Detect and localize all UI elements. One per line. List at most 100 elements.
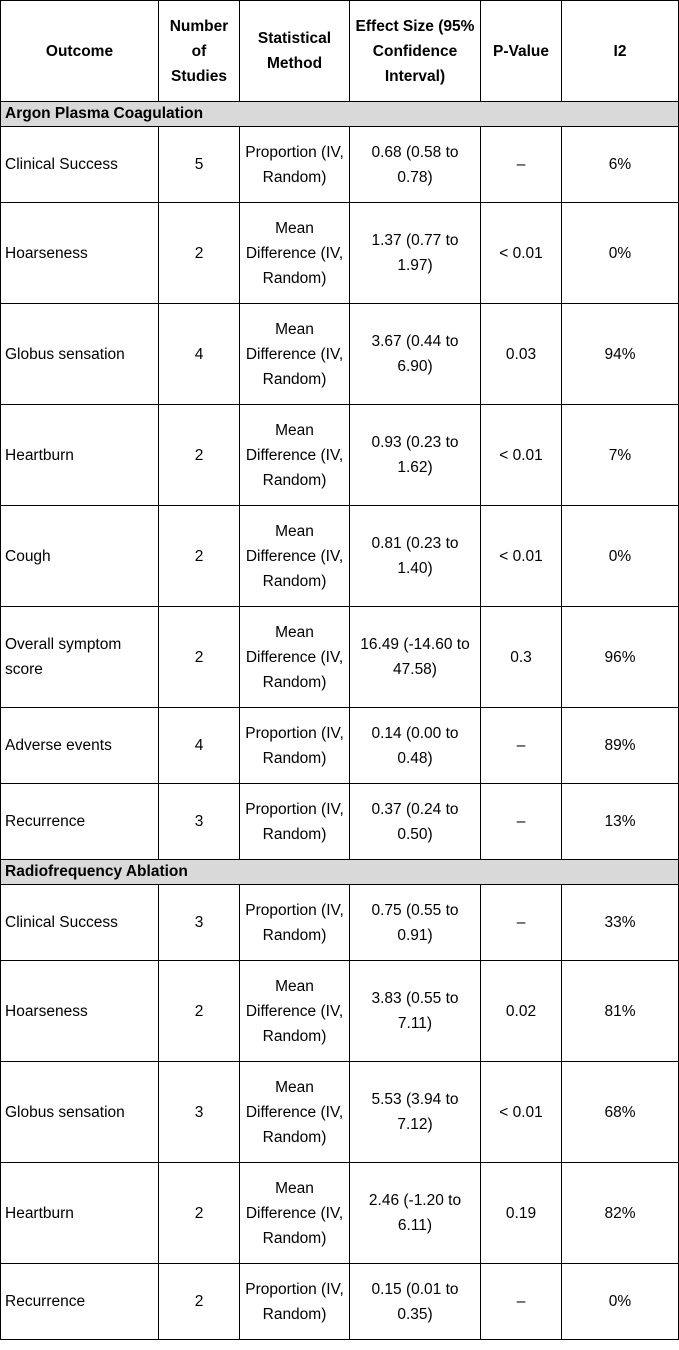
outcome-cell: Adverse events <box>0 707 159 784</box>
studies-cell: 2 <box>158 1162 240 1264</box>
studies-cell: 3 <box>158 1061 240 1163</box>
outcome-cell: Heartburn <box>0 1162 159 1264</box>
outcome-cell: Globus sensation <box>0 1061 159 1163</box>
effect-size-cell: 16.49 (-14.60 to 47.58) <box>349 606 481 708</box>
header-statistical-method: Statistical Method <box>239 0 350 102</box>
studies-cell: 3 <box>158 884 240 961</box>
table-row: Adverse events 4 Proportion (IV, Random) 0.… <box>0 707 679 784</box>
table-row: Clinical Success 5 Proportion (IV, Random)… <box>0 126 679 203</box>
p-value-cell: – <box>480 707 562 784</box>
effect-size-cell: 2.46 (-1.20 to 6.11) <box>349 1162 481 1264</box>
method-cell: Mean Difference (IV, Random) <box>239 1162 350 1264</box>
i2-cell: 82% <box>561 1162 679 1264</box>
header-row: Outcome Number of Studies Statistical Me… <box>0 0 679 102</box>
outcome-cell: Hoarseness <box>0 960 159 1062</box>
p-value-cell: < 0.01 <box>480 505 562 607</box>
i2-cell: 33% <box>561 884 679 961</box>
i2-cell: 89% <box>561 707 679 784</box>
studies-cell: 2 <box>158 404 240 506</box>
effect-size-cell: 0.81 (0.23 to 1.40) <box>349 505 481 607</box>
i2-cell: 0% <box>561 1263 679 1340</box>
outcome-cell: Globus sensation <box>0 303 159 405</box>
i2-cell: 6% <box>561 126 679 203</box>
table-row: Heartburn 2 Mean Difference (IV, Random) 2.… <box>0 1162 679 1264</box>
outcome-cell: Recurrence <box>0 1263 159 1340</box>
i2-cell: 94% <box>561 303 679 405</box>
effect-size-cell: 3.67 (0.44 to 6.90) <box>349 303 481 405</box>
header-i2: I2 <box>561 0 679 102</box>
method-cell: Proportion (IV, Random) <box>239 783 350 860</box>
method-cell: Mean Difference (IV, Random) <box>239 606 350 708</box>
studies-cell: 2 <box>158 606 240 708</box>
i2-cell: 0% <box>561 505 679 607</box>
effect-size-cell: 0.37 (0.24 to 0.50) <box>349 783 481 860</box>
table-row: Recurrence 2 Proportion (IV, Random) 0.15 (… <box>0 1263 679 1340</box>
outcome-cell: Clinical Success <box>0 126 159 203</box>
method-cell: Mean Difference (IV, Random) <box>239 960 350 1062</box>
studies-cell: 5 <box>158 126 240 203</box>
effect-size-cell: 0.15 (0.01 to 0.35) <box>349 1263 481 1340</box>
header-p-value: P-Value <box>480 0 562 102</box>
i2-cell: 68% <box>561 1061 679 1163</box>
header-number-of-studies: Number of Studies <box>158 0 240 102</box>
method-cell: Mean Difference (IV, Random) <box>239 1061 350 1163</box>
p-value-cell: < 0.01 <box>480 1061 562 1163</box>
table-row: Overall symptom score 2 Mean Difference (I… <box>0 606 679 708</box>
studies-cell: 2 <box>158 505 240 607</box>
effect-size-cell: 5.53 (3.94 to 7.12) <box>349 1061 481 1163</box>
effect-size-cell: 1.37 (0.77 to 1.97) <box>349 202 481 304</box>
p-value-cell: – <box>480 884 562 961</box>
section-title: Radiofrequency Ablation <box>0 859 679 885</box>
table-row: Globus sensation 3 Mean Difference (IV, Ra… <box>0 1061 679 1163</box>
effect-size-cell: 0.93 (0.23 to 1.62) <box>349 404 481 506</box>
table-row: Hoarseness 2 Mean Difference (IV, Random) 3… <box>0 960 679 1062</box>
studies-cell: 2 <box>158 1263 240 1340</box>
outcome-cell: Cough <box>0 505 159 607</box>
outcome-cell: Heartburn <box>0 404 159 506</box>
method-cell: Mean Difference (IV, Random) <box>239 202 350 304</box>
i2-cell: 96% <box>561 606 679 708</box>
method-cell: Mean Difference (IV, Random) <box>239 303 350 405</box>
p-value-cell: < 0.01 <box>480 404 562 506</box>
effect-size-cell: 0.75 (0.55 to 0.91) <box>349 884 481 961</box>
table-row: Clinical Success 3 Proportion (IV, Random)… <box>0 884 679 961</box>
i2-cell: 13% <box>561 783 679 860</box>
studies-cell: 4 <box>158 707 240 784</box>
method-cell: Mean Difference (IV, Random) <box>239 505 350 607</box>
header-effect-size: Effect Size (95% Confidence Interval) <box>349 0 481 102</box>
table-body: Argon Plasma Coagulation Clinical Success… <box>0 101 679 1340</box>
section-header-row: Radiofrequency Ablation <box>0 859 679 885</box>
p-value-cell: – <box>480 783 562 860</box>
table-row: Cough 2 Mean Difference (IV, Random) 0.81 (… <box>0 505 679 607</box>
p-value-cell: – <box>480 1263 562 1340</box>
table-row: Globus sensation 4 Mean Difference (IV, Ra… <box>0 303 679 405</box>
method-cell: Proportion (IV, Random) <box>239 1263 350 1340</box>
p-value-cell: – <box>480 126 562 203</box>
outcome-cell: Clinical Success <box>0 884 159 961</box>
p-value-cell: 0.03 <box>480 303 562 405</box>
section-title: Argon Plasma Coagulation <box>0 101 679 127</box>
outcome-cell: Overall symptom score <box>0 606 159 708</box>
i2-cell: 0% <box>561 202 679 304</box>
table-row: Hoarseness 2 Mean Difference (IV, Random) 1… <box>0 202 679 304</box>
studies-cell: 4 <box>158 303 240 405</box>
p-value-cell: < 0.01 <box>480 202 562 304</box>
header-outcome: Outcome <box>0 0 159 102</box>
outcome-cell: Hoarseness <box>0 202 159 304</box>
i2-cell: 81% <box>561 960 679 1062</box>
i2-cell: 7% <box>561 404 679 506</box>
studies-cell: 2 <box>158 202 240 304</box>
method-cell: Proportion (IV, Random) <box>239 126 350 203</box>
studies-cell: 3 <box>158 783 240 860</box>
effect-size-cell: 0.14 (0.00 to 0.48) <box>349 707 481 784</box>
method-cell: Proportion (IV, Random) <box>239 884 350 961</box>
p-value-cell: 0.19 <box>480 1162 562 1264</box>
p-value-cell: 0.3 <box>480 606 562 708</box>
section-header-row: Argon Plasma Coagulation <box>0 101 679 127</box>
p-value-cell: 0.02 <box>480 960 562 1062</box>
effect-size-cell: 0.68 (0.58 to 0.78) <box>349 126 481 203</box>
table-row: Recurrence 3 Proportion (IV, Random) 0.37 (… <box>0 783 679 860</box>
studies-cell: 2 <box>158 960 240 1062</box>
table-row: Heartburn 2 Mean Difference (IV, Random) 0.… <box>0 404 679 506</box>
